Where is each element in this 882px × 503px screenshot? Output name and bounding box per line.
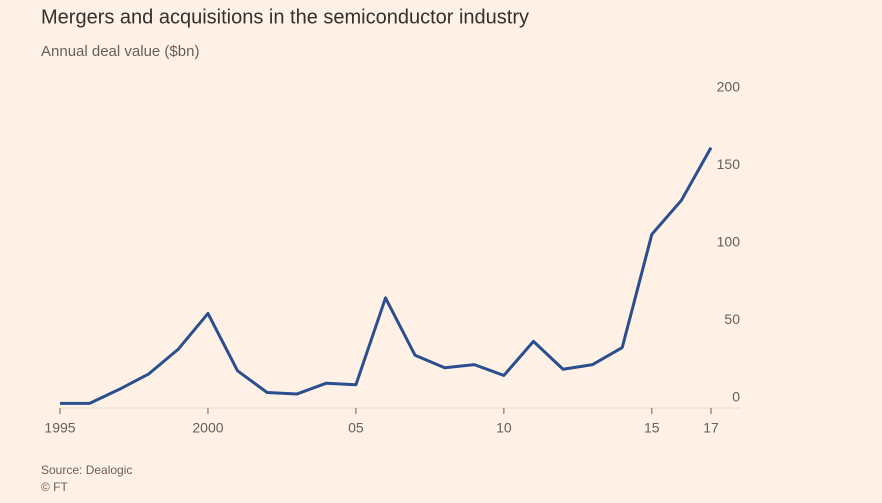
y-tick-label: 0	[732, 389, 740, 405]
source: Source: Dealogic	[41, 463, 132, 477]
line	[60, 146, 713, 405]
x-tick-label: 2000	[192, 420, 223, 436]
x-tick-label: 10	[496, 420, 512, 436]
chart-subtitle: Annual deal value ($bn)	[41, 43, 199, 60]
y-tick-label: 50	[724, 311, 740, 327]
x-tick-label: 17	[703, 420, 719, 436]
y-tick-label: 100	[717, 234, 741, 250]
chart-title: Mergers and acquisitions in the semicond…	[41, 6, 529, 28]
x-tick-label: 1995	[44, 420, 75, 436]
credit: © FT	[41, 480, 69, 494]
x-tick-label: 15	[644, 420, 660, 436]
y-tick-label: 200	[717, 79, 741, 95]
y-tick-label: 150	[717, 156, 741, 172]
x-tick-label: 05	[348, 420, 364, 436]
